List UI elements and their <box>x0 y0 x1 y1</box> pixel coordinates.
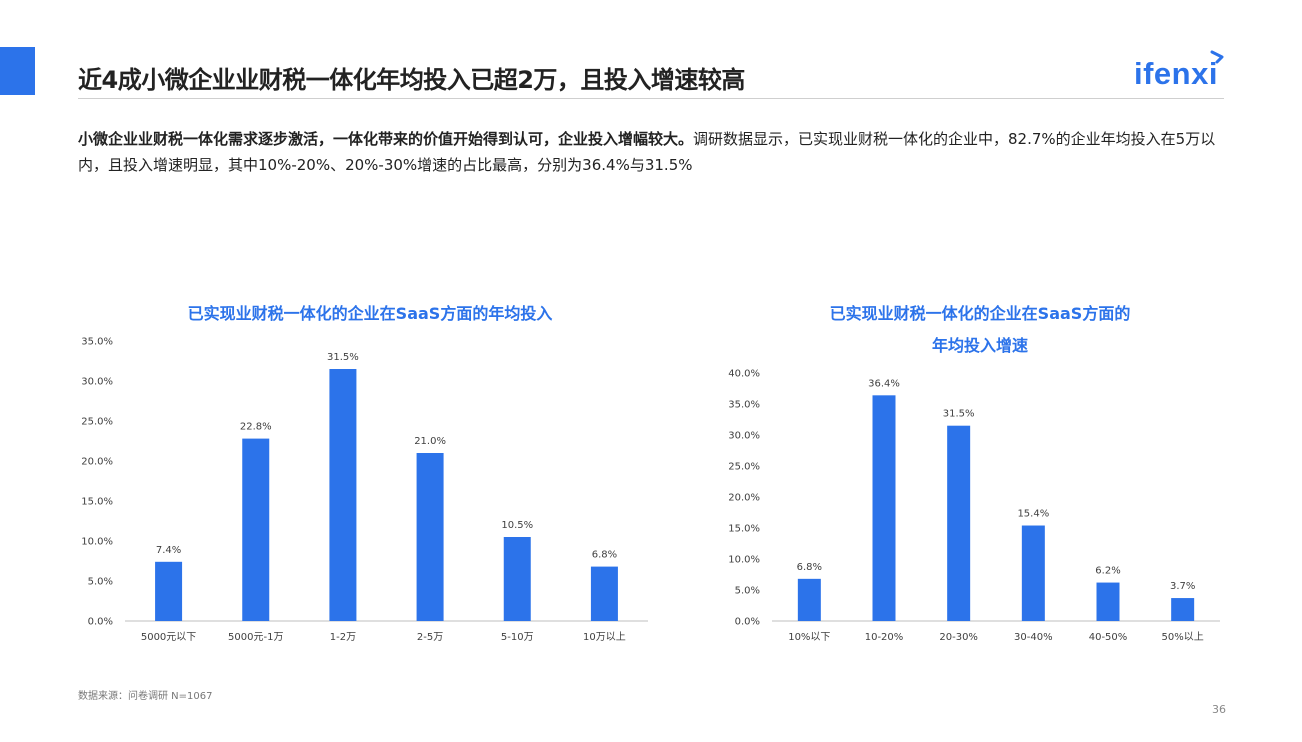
chart-2-y-tick-label: 0.0% <box>735 617 760 628</box>
summary-text: 小微企业业财税一体化需求逐步激活，一体化带来的价值开始得到认可，企业投入增幅较大… <box>78 126 1224 178</box>
summary-body: 调研数据显示，已实现业财税一体化的企业中，82.7%的企业年均投入在5万以内，且… <box>78 130 1216 174</box>
chart-1-y-tick-label: 35.0% <box>81 337 113 348</box>
chart-1-y-tick-label: 20.0% <box>81 457 113 468</box>
chart-2-category-label: 10%以下 <box>788 632 830 643</box>
chart-1-title: 已实现业财税一体化的企业在SaaS方面的年均投入 <box>187 304 553 323</box>
page-title: 近4成小微企业业财税一体化年均投入已超2万，且投入增速较高 <box>78 66 745 94</box>
chart-2-data-label: 15.4% <box>1017 509 1049 520</box>
chart-1-category-label: 5000元-1万 <box>228 632 283 643</box>
chart-1-bar <box>503 537 531 621</box>
chart-2-y-tick-label: 10.0% <box>728 555 760 566</box>
chart-1-bar <box>416 453 444 621</box>
chart-2-y-tick-label: 20.0% <box>728 493 760 504</box>
chart-2-data-label: 31.5% <box>943 409 975 420</box>
chart-1-data-label: 21.0% <box>414 436 446 447</box>
chart-2-category-label: 50%以上 <box>1162 631 1204 643</box>
chart-1-y-tick-label: 10.0% <box>81 537 113 548</box>
chart-1-data-label: 10.5% <box>501 520 533 531</box>
chart-2-category-label: 40-50% <box>1089 632 1128 643</box>
chart-2-bar <box>872 395 896 621</box>
chart-2-growth: 0.0% 5.0% 10.0% 15.0% 20.0% 25.0% 30.0% 35.0% 40… <box>728 369 1220 643</box>
chart-2-data-label: 6.2% <box>1095 566 1120 577</box>
chart-1-bar <box>590 566 618 621</box>
chart-2-bar <box>1096 582 1120 621</box>
chart-1-bar <box>155 561 183 621</box>
chart-1-data-label: 6.8% <box>592 550 617 561</box>
chart-1-y-tick-label: 15.0% <box>81 497 113 508</box>
chart-2-y-tick-label: 40.0% <box>728 369 760 380</box>
chart-1-y-tick-label: 30.0% <box>81 377 113 388</box>
chart-2-title: 已实现业财税一体化的企业在SaaS方面的 <box>829 304 1131 323</box>
ifenxi-logo: ifenxi <box>1134 50 1226 92</box>
chart-2-category-label: 20-30% <box>939 632 978 643</box>
chart-1-category-label: 10万以上 <box>583 631 626 643</box>
chart-2-bar <box>1021 525 1045 621</box>
chart-2-data-label: 3.7% <box>1170 581 1195 592</box>
chart-1-y-tick-label: 25.0% <box>81 417 113 428</box>
chart-2-data-label: 6.8% <box>797 562 822 573</box>
data-source: 数据来源：问卷调研 N=1067 <box>78 691 213 702</box>
chart-2-subtitle: 年均投入增速 <box>931 336 1028 355</box>
chart-2-y-tick-label: 30.0% <box>728 431 760 442</box>
logo-text: ifenxi <box>1134 56 1218 91</box>
chart-2-y-tick-label: 5.0% <box>735 586 760 597</box>
chart-1-data-label: 31.5% <box>327 352 359 363</box>
header-divider <box>78 98 1224 99</box>
chart-1-category-label: 5-10万 <box>501 632 534 643</box>
chart-2-bar <box>797 578 821 621</box>
chart-2-category-label: 30-40% <box>1014 632 1053 643</box>
chart-2-category-label: 10-20% <box>865 632 904 643</box>
accent-bar <box>0 47 35 95</box>
chart-1-category-label: 2-5万 <box>417 632 443 643</box>
chart-1-data-label: 7.4% <box>156 545 181 556</box>
chart-1-category-label: 5000元以下 <box>141 632 196 643</box>
chart-1-y-tick-label: 5.0% <box>88 577 113 588</box>
summary-bold: 小微企业业财税一体化需求逐步激活，一体化带来的价值开始得到认可，企业投入增幅较大… <box>78 130 694 148</box>
chart-1-y-tick-label: 0.0% <box>88 617 113 628</box>
chart-1-bar <box>242 438 270 621</box>
chart-2-y-tick-label: 35.0% <box>728 400 760 411</box>
chart-2-y-tick-label: 15.0% <box>728 524 760 535</box>
chart-1-category-label: 1-2万 <box>330 632 356 643</box>
chart-2-y-tick-label: 25.0% <box>728 462 760 473</box>
logo-arrow-icon <box>1210 50 1224 64</box>
chart-1-bar <box>329 369 357 621</box>
page-number: 36 <box>1212 703 1226 716</box>
chart-1-data-label: 22.8% <box>240 422 272 433</box>
chart-1-investment: 0.0% 5.0% 10.0% 15.0% 20.0% 25.0% 30.0% 35.0% 7.… <box>81 337 648 643</box>
chart-2-data-label: 36.4% <box>868 378 900 389</box>
chart-2-bar <box>947 425 971 621</box>
chart-2-bar <box>1171 598 1195 621</box>
